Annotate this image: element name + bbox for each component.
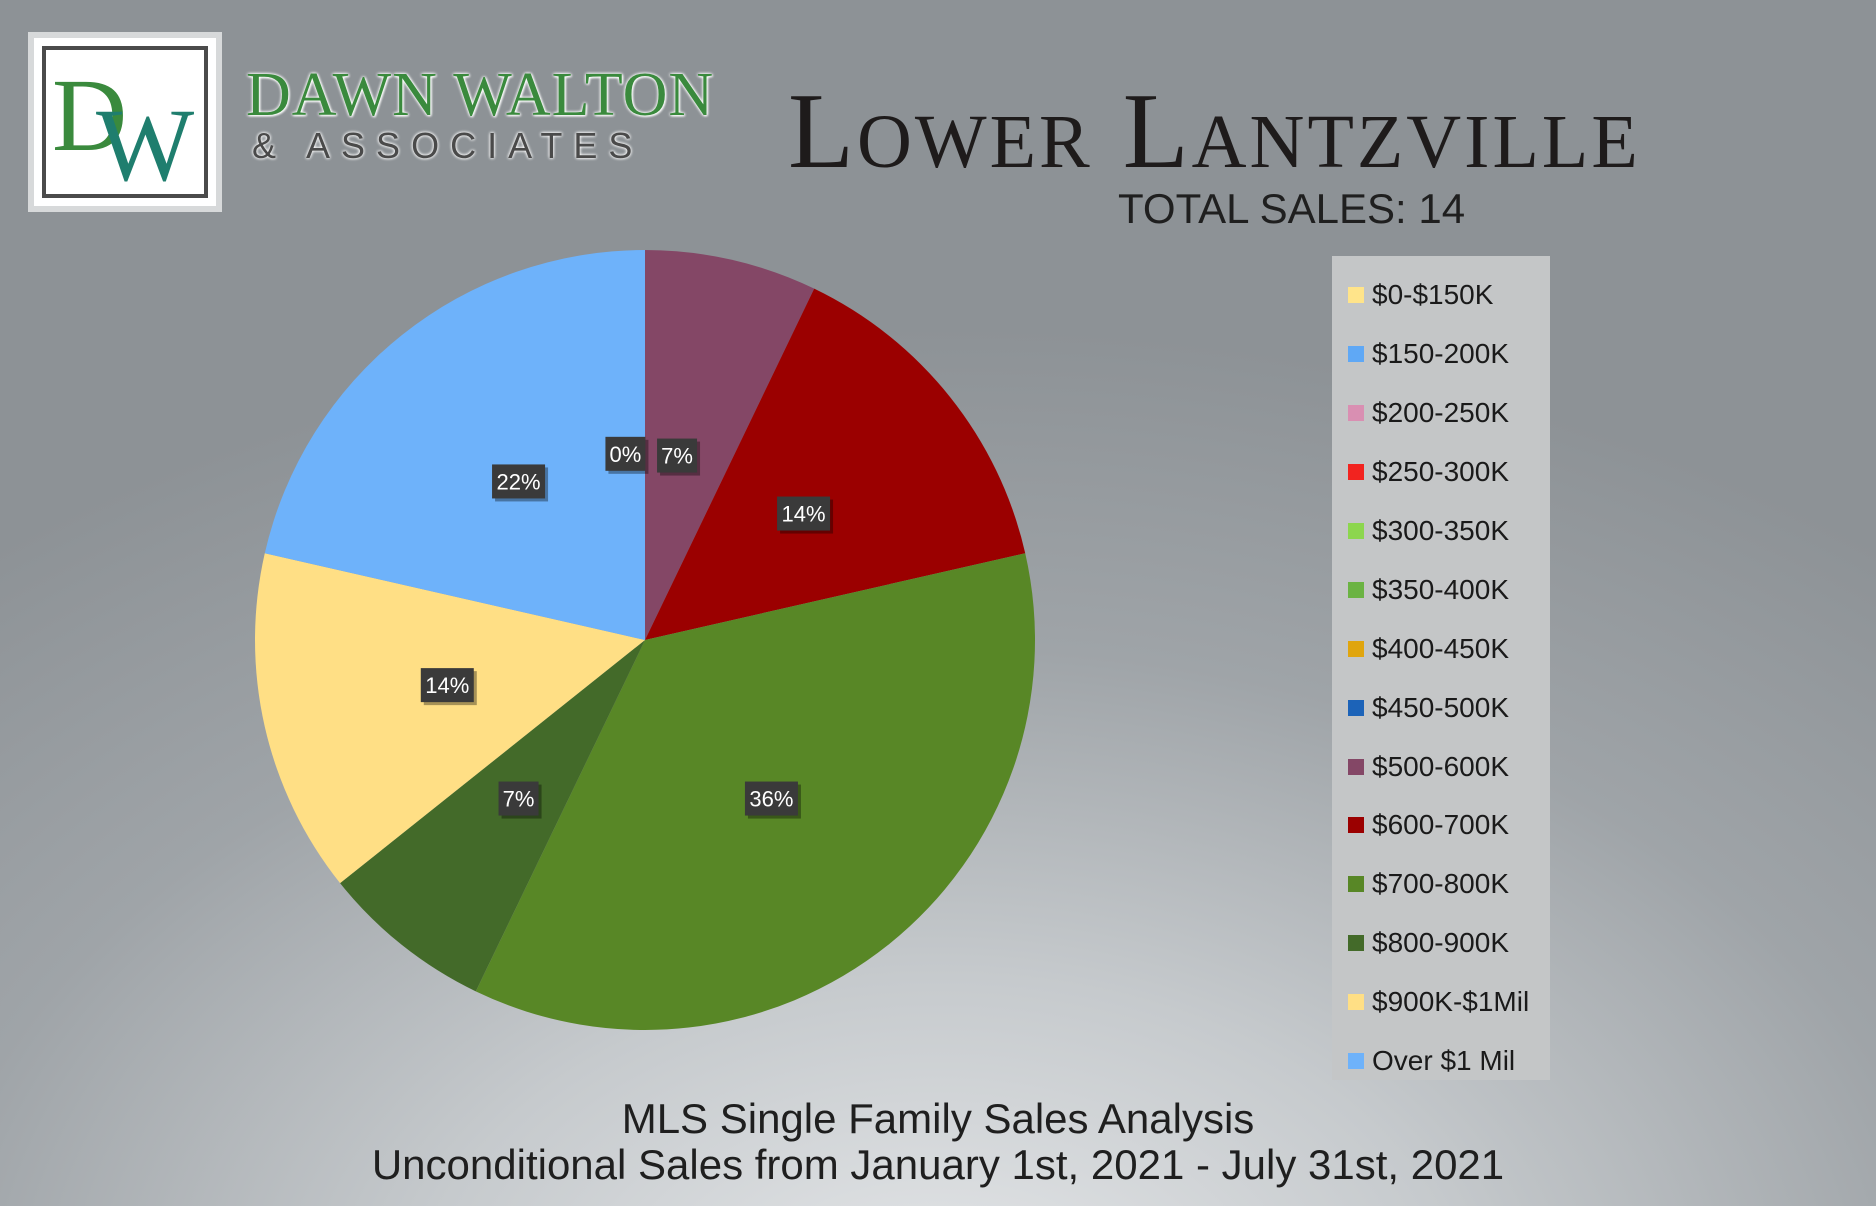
svg-text:14%: 14% — [782, 502, 826, 527]
legend-item: $350-400K — [1332, 560, 1550, 619]
legend-swatch — [1348, 994, 1364, 1011]
legend-label: $300-350K — [1372, 515, 1510, 546]
logo: D W — [28, 32, 222, 212]
legend-item: $900K-$1Mil — [1332, 973, 1550, 1032]
legend-item: $450-500K — [1332, 678, 1550, 737]
legend-label: $500-600K — [1372, 750, 1510, 782]
legend-swatch — [1348, 523, 1364, 539]
pie-slice — [645, 288, 1026, 640]
legend-swatch — [1348, 699, 1364, 716]
legend-item: $150-200K — [1332, 325, 1550, 384]
legend-item: $700-800K — [1332, 855, 1550, 914]
legend-label: $400-450K — [1372, 632, 1510, 664]
svg-text:7%: 7% — [503, 787, 535, 812]
logo-frame: D W — [42, 46, 208, 198]
legend-item: $200-250K — [1332, 384, 1550, 443]
logo-letter-d: D — [52, 58, 127, 173]
pie-data-label: 7% — [498, 781, 542, 819]
legend-label: $150-200K — [1372, 338, 1510, 370]
legend-label: $900K-$1Mil — [1372, 986, 1530, 1018]
total-sales-label: TOTAL SALES: — [1118, 185, 1407, 232]
legend-swatch — [1348, 464, 1364, 481]
legend-swatch — [1348, 1053, 1364, 1070]
legend-label: $200-250K — [1372, 397, 1510, 429]
legend-swatch — [1348, 346, 1364, 363]
legend-swatch — [1348, 640, 1364, 657]
chart-subtitle: MLS Single Family Sales Analysis — [621, 1095, 1255, 1142]
pie-slice — [264, 250, 645, 640]
legend-swatch — [1348, 405, 1364, 422]
legend-item: $600-700K — [1332, 796, 1550, 855]
legend-label: $600-700K — [1372, 809, 1510, 841]
legend-swatch — [1348, 935, 1364, 952]
brand-subtitle: & ASSOCIATES — [252, 125, 644, 166]
legend-label: $700-800K — [1372, 868, 1510, 900]
legend-item: $300-350K — [1332, 502, 1550, 561]
legend-item: $0-$150K — [1332, 266, 1550, 325]
pie-data-label: 36% — [744, 781, 801, 819]
pie-data-label: 14% — [777, 496, 834, 534]
legend-item: $400-450K — [1332, 619, 1550, 678]
dw-monogram: D W — [52, 58, 194, 194]
legend-label: Over $1 Mil — [1372, 1045, 1516, 1077]
legend-swatch — [1348, 581, 1364, 598]
legend-label: $350-400K — [1372, 573, 1510, 605]
legend-swatch — [1348, 876, 1364, 893]
brand-name: DAWN WALTON — [246, 61, 715, 129]
legend-swatch — [1348, 817, 1364, 834]
pie-data-label: 7% — [657, 438, 701, 476]
legend-item: $500-600K — [1332, 737, 1550, 796]
svg-text:0%: 0% — [610, 442, 642, 467]
total-sales: TOTAL SALES: 14 — [1118, 188, 1498, 230]
svg-text:22%: 22% — [497, 469, 541, 494]
chart-legend: $0-$150K $150-200K $200-250K $250-300K $300-… — [1332, 256, 1550, 1080]
total-sales-value: 14 — [1418, 185, 1466, 232]
legend-label: $450-500K — [1372, 691, 1510, 723]
pie-slice — [340, 640, 645, 992]
pie-slice — [255, 553, 645, 884]
pie-data-label: 0% — [605, 436, 649, 474]
legend-item: Over $1 Mil — [1332, 1032, 1550, 1091]
legend-swatch — [1348, 758, 1364, 775]
svg-text:14%: 14% — [425, 673, 469, 698]
page-title: Lower Lantzville — [788, 72, 1641, 191]
pie-chart: 0% 7% 14% 36% 7% 14% 22% — [255, 250, 1035, 1030]
svg-text:36%: 36% — [749, 787, 793, 812]
legend-label: $250-300K — [1372, 456, 1510, 488]
legend-label: $0-$150K — [1372, 279, 1494, 311]
svg-text:7%: 7% — [661, 444, 693, 469]
pie-data-label: 14% — [420, 668, 477, 706]
legend-label: $800-900K — [1372, 927, 1510, 959]
legend-item: $800-900K — [1332, 914, 1550, 973]
logo-letter-w: W — [96, 88, 194, 194]
pie-data-label: 22% — [492, 464, 549, 502]
legend-swatch — [1348, 287, 1364, 304]
pie-slice — [645, 250, 815, 640]
legend-item: $250-300K — [1332, 443, 1550, 502]
date-range: Unconditional Sales from January 1st, 20… — [371, 1141, 1505, 1188]
